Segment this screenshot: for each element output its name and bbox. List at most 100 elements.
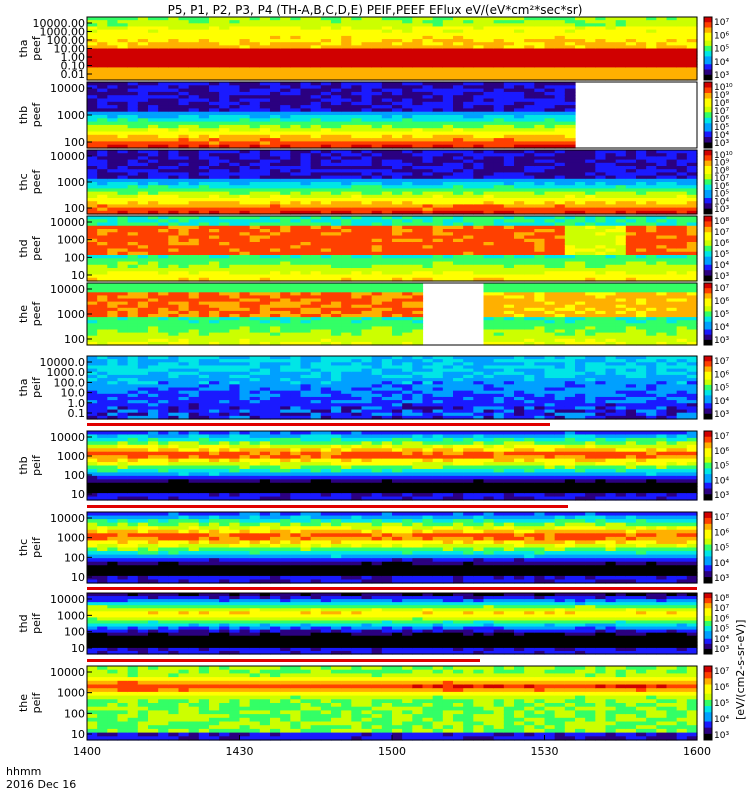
spectrogram-cell [351,274,363,279]
spectrogram-cell [453,128,464,133]
spectrogram-cell [148,219,159,224]
spectrogram-cell [209,194,220,199]
spectrogram-cell [290,251,302,256]
spectrogram-cell [514,17,525,21]
spectrogram-cell [615,204,627,209]
spectrogram-cell [300,35,312,40]
spectrogram-cell [107,91,119,96]
spectrogram-cell [361,76,373,81]
spectrogram-cell [87,134,98,139]
spectrogram-cell [87,51,98,56]
spectrogram-cell [188,264,200,269]
spectrogram-cell [564,35,576,40]
spectrogram-cell [392,182,403,186]
spectrogram-cell [585,57,596,62]
spectrogram-cell [493,115,505,119]
spectrogram-cell [320,48,332,53]
spectrogram-cell [209,101,220,106]
spectrogram-cell [636,188,647,193]
spectrogram-cell [198,277,210,282]
spectrogram-cell [575,17,586,21]
spectrogram-cell [514,172,525,177]
spectrogram-cell [381,39,393,43]
spectrogram-cell [158,115,169,119]
spectrogram-cell [168,23,180,28]
spectrogram-cell [117,121,129,126]
spectrogram-cell [615,162,627,167]
spectrogram-cell [209,261,220,266]
spectrogram-cell [290,131,302,136]
spectrogram-cell [168,204,180,209]
spectrogram-cell [239,225,251,230]
spectrogram-cell [676,222,688,227]
spectrogram-cell [493,23,505,28]
spectrogram-cell [463,219,474,224]
spectrogram-cell [320,64,332,68]
spectrogram-cell [605,194,617,199]
spectrogram-cell [412,191,424,196]
spectrogram-cell [564,235,576,240]
spectrogram-cell [534,118,546,123]
spectrogram-cell [371,20,383,24]
spectrogram-cell [676,73,688,78]
spectrogram-cell [646,48,657,53]
spectrogram-cell [615,175,627,180]
spectrogram-cell [392,85,403,90]
spectrogram-cell [646,182,657,186]
spectrogram-cell [168,258,180,263]
spectrogram-cell [259,51,271,56]
spectrogram-cell [127,242,139,246]
spectrogram-cell [605,57,617,62]
spectrogram-cell [534,64,546,68]
spectrogram-cell [686,166,698,170]
spectrogram-cell [331,201,342,205]
spectrogram-cell [524,150,535,154]
spectrogram-cell [666,232,678,237]
spectrogram-cell [229,188,241,193]
spectrogram-cell [473,159,485,164]
spectrogram-cell [117,57,129,62]
spectrogram-cell [595,245,607,250]
spectrogram-cell [158,111,169,116]
spectrogram-cell [371,48,383,53]
spectrogram-cell [107,51,119,56]
spectrogram-cell [137,118,149,123]
spectrogram-cell [239,271,251,276]
spectrogram-cell [392,39,403,43]
spectrogram-cell [615,150,627,154]
spectrogram-cell [585,70,596,75]
spectrogram-cell [514,64,525,68]
spectrogram-cell [493,118,505,123]
spectrogram-cell [168,235,180,240]
spectrogram-cell [168,274,180,279]
spectrogram-cell [686,159,698,164]
spectrogram-cell [300,141,312,146]
spectrogram-cell [442,204,454,209]
spectrogram-cell [361,232,373,237]
spectrogram-cell [666,175,678,180]
spectrogram-cell [646,222,657,227]
spectrogram-cell [453,245,464,250]
spectrogram-cell [554,101,566,106]
colorbar-segment [704,93,712,97]
spectrogram-cell [422,64,434,68]
spectrogram-cell [320,128,332,133]
spectrogram-cell [483,166,495,170]
spectrogram-cell [290,207,302,212]
colorbar-segment [704,232,712,236]
spectrogram-cell [646,255,657,259]
spectrogram-cell [168,207,180,212]
spectrogram-cell [636,255,647,259]
spectrogram-cell [676,225,688,230]
spectrogram-cell [473,121,485,126]
spectrogram-cell [422,258,434,263]
spectrogram-cell [178,124,190,129]
spectrogram-cell [575,76,586,81]
colorbar-segment [704,243,712,247]
spectrogram-cell [686,178,698,183]
spectrogram-cell [249,198,261,202]
spectrogram-cell [280,17,291,21]
spectrogram-cell [97,307,108,312]
spectrogram-cell [320,166,332,170]
spectrogram-cell [290,271,302,276]
